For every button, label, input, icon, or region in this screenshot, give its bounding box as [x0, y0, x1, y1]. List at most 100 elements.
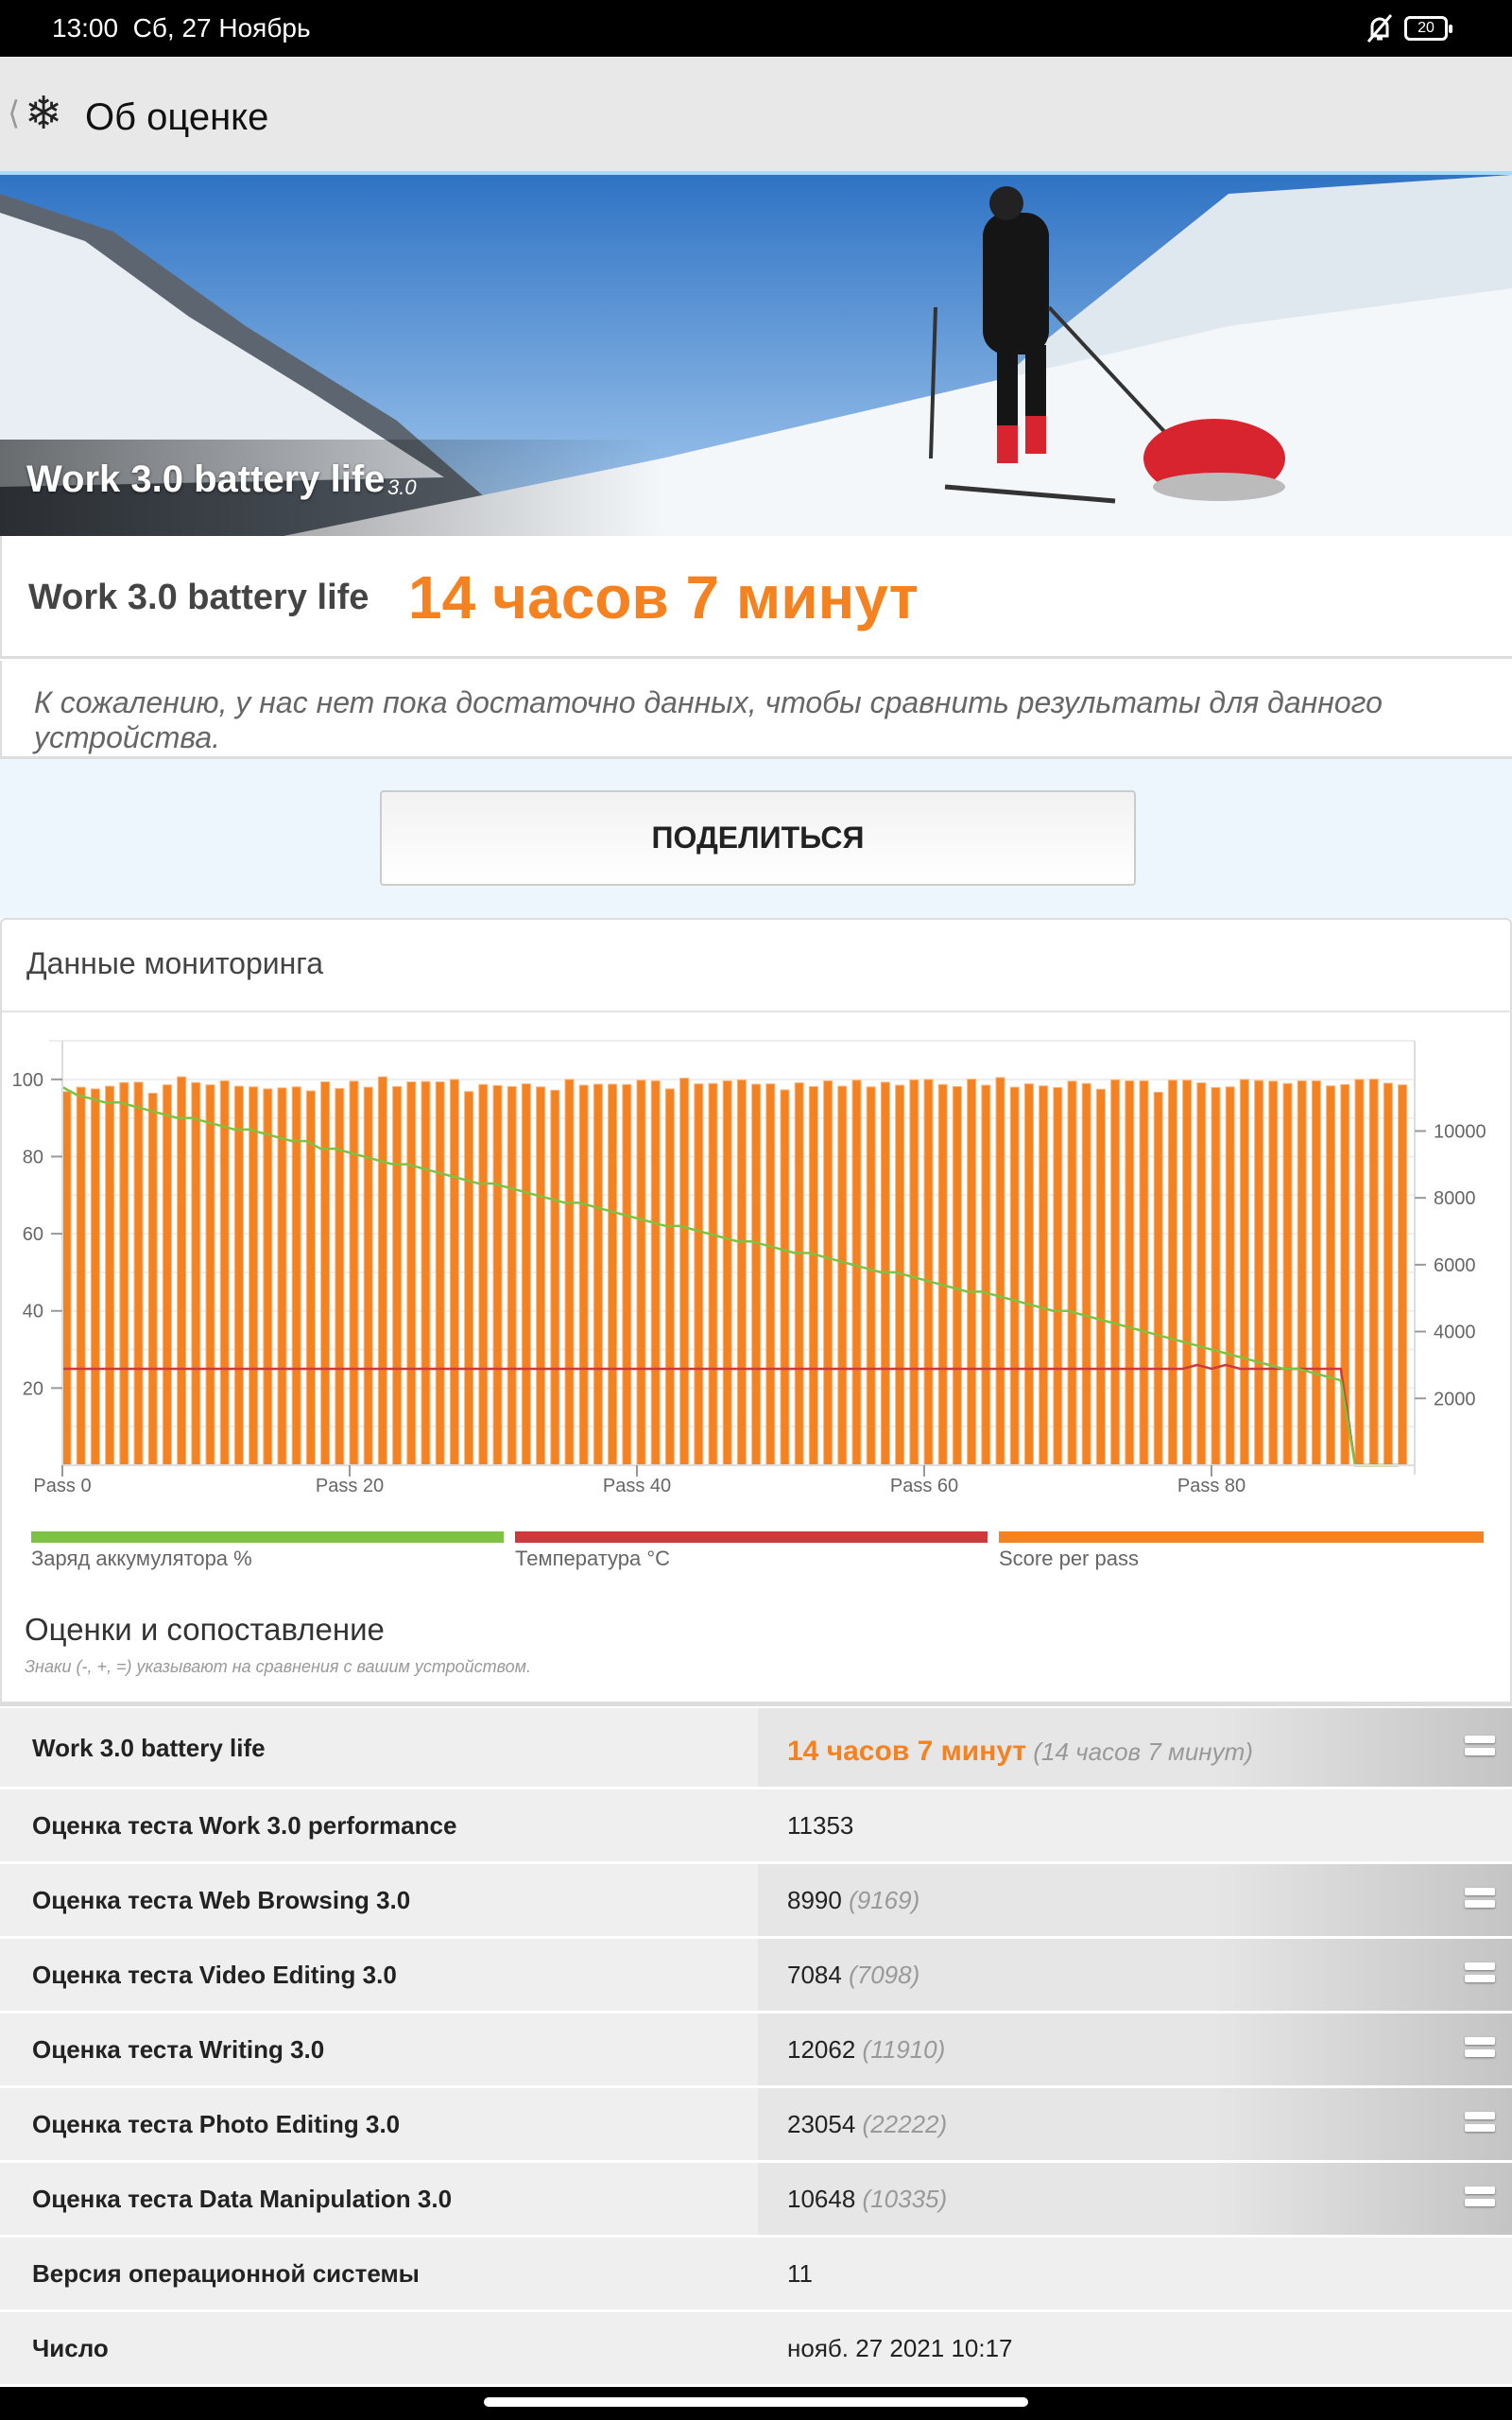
- home-gesture-handle[interactable]: [484, 2397, 1028, 2407]
- divider: [2, 1011, 1512, 1012]
- score-bar: [1153, 1091, 1163, 1466]
- x-tick-label: Pass 20: [316, 1476, 384, 1496]
- result-row: Work 3.0 battery life 14 часов 7 минут: [0, 536, 1512, 659]
- score-bar: [751, 1083, 762, 1466]
- legend-swatch: [999, 1531, 1484, 1543]
- score-bar: [923, 1079, 934, 1466]
- score-bar: [61, 1091, 72, 1466]
- row-label: Версия операционной системы: [32, 2259, 420, 2288]
- score-bar: [808, 1085, 818, 1466]
- hero-title: Work 3.0 battery life: [26, 458, 386, 500]
- score-bar: [162, 1084, 172, 1466]
- score-bar: [708, 1082, 718, 1466]
- score-bar: [1268, 1080, 1279, 1466]
- score-bar: [636, 1080, 646, 1466]
- score-bar: [249, 1086, 259, 1466]
- score-bar: [1368, 1079, 1379, 1466]
- chevron-left-icon[interactable]: ⟨: [8, 95, 21, 131]
- row-label: Оценка теста Writing 3.0: [32, 2035, 325, 2064]
- score-bar: [1354, 1079, 1365, 1466]
- score-bar: [736, 1079, 747, 1466]
- score-bar: [1053, 1086, 1063, 1466]
- table-row: Версия операционной системы 11: [0, 2238, 1512, 2309]
- score-bar: [1110, 1079, 1121, 1466]
- score-bar: [449, 1079, 459, 1466]
- row-value: 8990 (9169): [787, 1886, 919, 1915]
- score-bar: [780, 1089, 790, 1466]
- equals-icon: [1465, 2037, 1495, 2058]
- row-label: Оценка теста Data Manipulation 3.0: [32, 2185, 453, 2213]
- row-value: нояб. 27 2021 10:17: [787, 2334, 1013, 2363]
- score-bar: [320, 1080, 331, 1466]
- score: 10648: [787, 2185, 856, 2213]
- x-tick-label: Pass 80: [1177, 1476, 1246, 1496]
- score-bar: [1167, 1080, 1177, 1466]
- row-value: 14 часов 7 минут (14 часов 7 минут): [787, 1736, 1253, 1768]
- score-bar: [1196, 1082, 1207, 1466]
- table-row: Work 3.0 battery life 14 часов 7 минут (1…: [0, 1708, 1512, 1787]
- score-bar: [291, 1086, 301, 1466]
- score-bar: [335, 1088, 345, 1466]
- score-bar: [866, 1086, 876, 1466]
- score-bar: [191, 1081, 201, 1466]
- y-right-tick-label: 4000: [1434, 1322, 1476, 1343]
- row-label: Оценка теста Video Editing 3.0: [32, 1961, 397, 1989]
- score-bar: [664, 1088, 675, 1466]
- score-bar: [880, 1081, 890, 1466]
- score-bar: [1297, 1080, 1307, 1466]
- score: 12062: [787, 2035, 856, 2064]
- message-text: К сожалению, у нас нет пока достаточно д…: [34, 685, 1383, 754]
- score-bar: [1009, 1086, 1020, 1466]
- status-bar: 13:00 Сб, 27 Ноябрь 20: [0, 0, 1512, 57]
- score-bar: [305, 1090, 316, 1466]
- score-bar: [967, 1079, 977, 1466]
- score-bar: [205, 1084, 215, 1466]
- score: нояб. 27 2021 10:17: [787, 2334, 1013, 2362]
- score-bar: [536, 1086, 546, 1466]
- row-value: 12062 (11910): [787, 2035, 945, 2065]
- score-bar: [105, 1085, 115, 1466]
- score-bar: [464, 1091, 474, 1466]
- score-bar: [133, 1081, 144, 1466]
- skier: [929, 186, 1174, 504]
- row-value: 10648 (10335): [787, 2185, 947, 2214]
- score-bar: [1023, 1083, 1034, 1466]
- score: 23054: [787, 2110, 856, 2138]
- reference-score: (10335): [862, 2185, 948, 2213]
- score-bar: [608, 1083, 618, 1466]
- score-bar: [550, 1089, 560, 1466]
- y-right-tick-label: 8000: [1434, 1188, 1476, 1209]
- x-tick-label: Pass 60: [890, 1476, 958, 1496]
- equals-icon: [1465, 1962, 1495, 1983]
- score-bar: [119, 1081, 129, 1466]
- score-bar: [1182, 1080, 1193, 1466]
- y-right-tick-label: 6000: [1434, 1255, 1476, 1276]
- score-bar: [564, 1079, 575, 1466]
- share-button[interactable]: ПОДЕЛИТЬСЯ: [380, 790, 1136, 886]
- score-bar: [1081, 1082, 1091, 1466]
- page-title: Об оценке: [85, 96, 269, 138]
- score-bar: [177, 1076, 187, 1466]
- app-bar: ⟨ ❄ Об оценке: [0, 57, 1512, 175]
- hero-version: 3.0: [387, 475, 417, 499]
- row-label: Оценка теста Work 3.0 performance: [32, 1811, 457, 1840]
- score-bar: [263, 1088, 273, 1466]
- row-value: 7084 (7098): [787, 1961, 919, 1990]
- score-bar: [837, 1085, 848, 1466]
- comparison-note: Знаки (-, +, =) указывают на сравнения с…: [25, 1657, 532, 1676]
- row-label: Число: [32, 2334, 109, 2362]
- score-bar: [1095, 1088, 1106, 1466]
- table-row: Оценка теста Data Manipulation 3.0 10648 …: [0, 2163, 1512, 2235]
- score-bar: [981, 1084, 991, 1466]
- score-bar: [90, 1088, 100, 1466]
- score-bar: [1311, 1080, 1321, 1466]
- reference-score: (14 часов 7 минут): [1033, 1737, 1253, 1766]
- score-bar: [421, 1080, 431, 1466]
- monitoring-chart: 20 40 60 80 100 2000 4000 6000 8000 10000 Pass 0 Pa…: [12, 1040, 1486, 1496]
- y-left-tick-label: 80: [23, 1147, 43, 1167]
- score-bar: [995, 1077, 1005, 1466]
- row-label: Оценка теста Photo Editing 3.0: [32, 2110, 401, 2138]
- score-bar: [377, 1076, 387, 1466]
- comparison-title: Оценки и сопоставление: [25, 1612, 385, 1647]
- score-bar: [952, 1085, 962, 1466]
